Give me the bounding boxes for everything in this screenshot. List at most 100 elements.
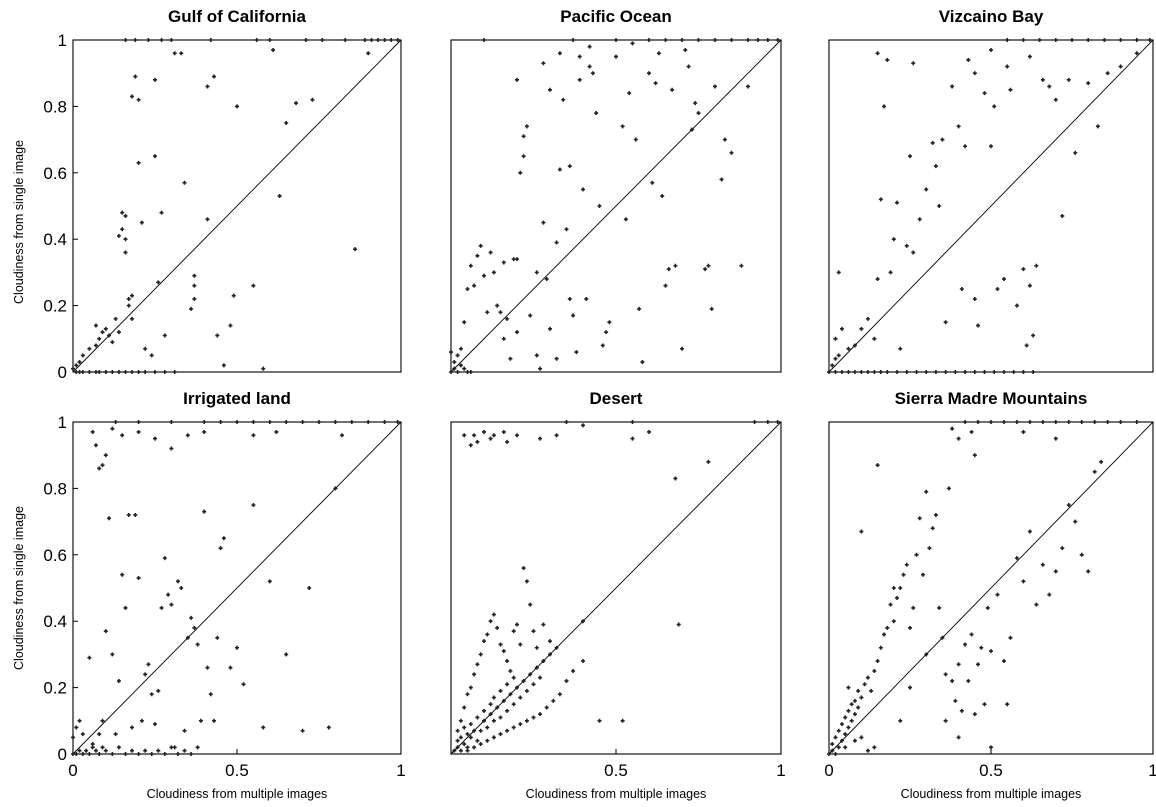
scatter-point — [541, 622, 546, 627]
scatter-point — [159, 605, 164, 610]
scatter-point — [491, 433, 496, 438]
scatter-point — [202, 420, 207, 424]
scatter-point — [93, 343, 98, 348]
y-tick-label: 0.8 — [43, 97, 67, 116]
scatter-point — [235, 645, 239, 650]
scatter-point — [126, 303, 131, 308]
scatter-point — [1027, 529, 1032, 534]
scatter-point — [852, 738, 857, 743]
scatter-point — [116, 678, 121, 683]
scatter-point — [130, 316, 135, 321]
scatter-point — [452, 748, 457, 753]
scatter-point — [551, 698, 556, 703]
scatter-point — [482, 38, 486, 42]
scatter-point — [300, 728, 305, 733]
scatter-point — [846, 725, 851, 730]
scatter-point — [465, 287, 470, 291]
scatter-point — [548, 639, 552, 644]
scatter-point — [143, 346, 148, 351]
scatter-point — [521, 678, 526, 683]
x-tick-label: 1 — [1148, 761, 1156, 780]
scatter-point — [630, 420, 635, 424]
y-tick-label: 0.4 — [43, 230, 67, 249]
panel-5: Sierra Madre Mountains 0 0.5 1 Cloudiness fr… — [824, 389, 1156, 801]
scatter-point — [830, 363, 835, 368]
scatter-point — [567, 164, 572, 169]
scatter-point — [251, 433, 256, 438]
scatter-point — [686, 64, 691, 69]
scatter-point — [123, 250, 128, 255]
scatter-point — [548, 652, 552, 657]
scatter-point — [468, 443, 473, 448]
scatter-point — [103, 326, 108, 331]
scatter-point — [153, 370, 157, 374]
scatter-point — [468, 685, 473, 690]
scatter-point — [156, 280, 161, 285]
scatter-point — [462, 725, 467, 730]
scatter-point — [498, 715, 503, 720]
scatter-point — [110, 370, 115, 374]
scatter-point — [1034, 263, 1039, 268]
scatter-point — [703, 267, 708, 272]
scatter-point — [172, 745, 177, 750]
scatter-point — [511, 725, 516, 730]
scatter-point — [882, 104, 887, 109]
scatter-point — [488, 436, 493, 441]
scatter-point — [136, 420, 141, 424]
scatter-point — [729, 38, 734, 42]
scatter-point — [162, 752, 167, 756]
scatter-point — [683, 47, 688, 52]
scatter-point — [567, 296, 572, 301]
scatter-point — [554, 645, 559, 650]
scatter-point — [149, 752, 154, 756]
scatter-point — [284, 121, 289, 125]
scatter-point — [366, 51, 371, 56]
x-tick-label: 0 — [68, 761, 77, 780]
scatter-point — [836, 270, 841, 275]
scatter-point — [518, 642, 523, 647]
scatter-point — [521, 134, 526, 139]
scatter-point — [133, 38, 138, 42]
scatter-point — [284, 420, 289, 424]
scatter-point — [1040, 77, 1045, 82]
scatter-point — [604, 330, 609, 335]
scatter-point — [541, 220, 546, 225]
scatter-point — [1086, 569, 1091, 574]
scatter-point — [908, 625, 912, 630]
scatter-point — [1070, 38, 1074, 42]
scatter-point — [136, 576, 141, 581]
scatter-point — [1105, 420, 1110, 424]
scatter-point — [574, 350, 579, 355]
scatter-point — [143, 748, 148, 753]
y-tick-label: 0.8 — [43, 479, 67, 498]
scatter-point — [182, 748, 187, 753]
scatter-point — [1008, 87, 1013, 92]
scatter-point — [1047, 592, 1052, 597]
scatter-point — [950, 84, 955, 89]
scatter-point — [524, 688, 529, 693]
scatter-point — [458, 363, 463, 368]
scatter-point — [924, 370, 929, 374]
plot-frame — [828, 39, 1154, 373]
scatter-point — [676, 622, 681, 627]
scatter-point — [852, 698, 857, 703]
scatter-point — [746, 38, 750, 42]
scatter-point — [623, 217, 628, 222]
scatter-point — [333, 486, 338, 491]
scatter-point — [110, 340, 115, 345]
scatter-point — [856, 688, 861, 693]
y-tick-label: 0.6 — [43, 546, 67, 565]
scatter-point — [908, 685, 912, 690]
scatter-point — [261, 725, 266, 730]
scatter-point — [153, 722, 157, 727]
scatter-point — [468, 722, 473, 727]
scatter-point — [182, 180, 187, 185]
scatter-point — [581, 659, 585, 664]
scatter-point — [898, 586, 903, 590]
scatter-point — [577, 54, 582, 59]
panel-3: Irrigated land 0 0.2 0.4 0.6 0.8 1 0 0.5 1 Cloudin… — [43, 389, 405, 801]
scatter-point — [395, 38, 400, 42]
scatter-point — [452, 360, 457, 365]
scatter-point — [833, 356, 838, 361]
